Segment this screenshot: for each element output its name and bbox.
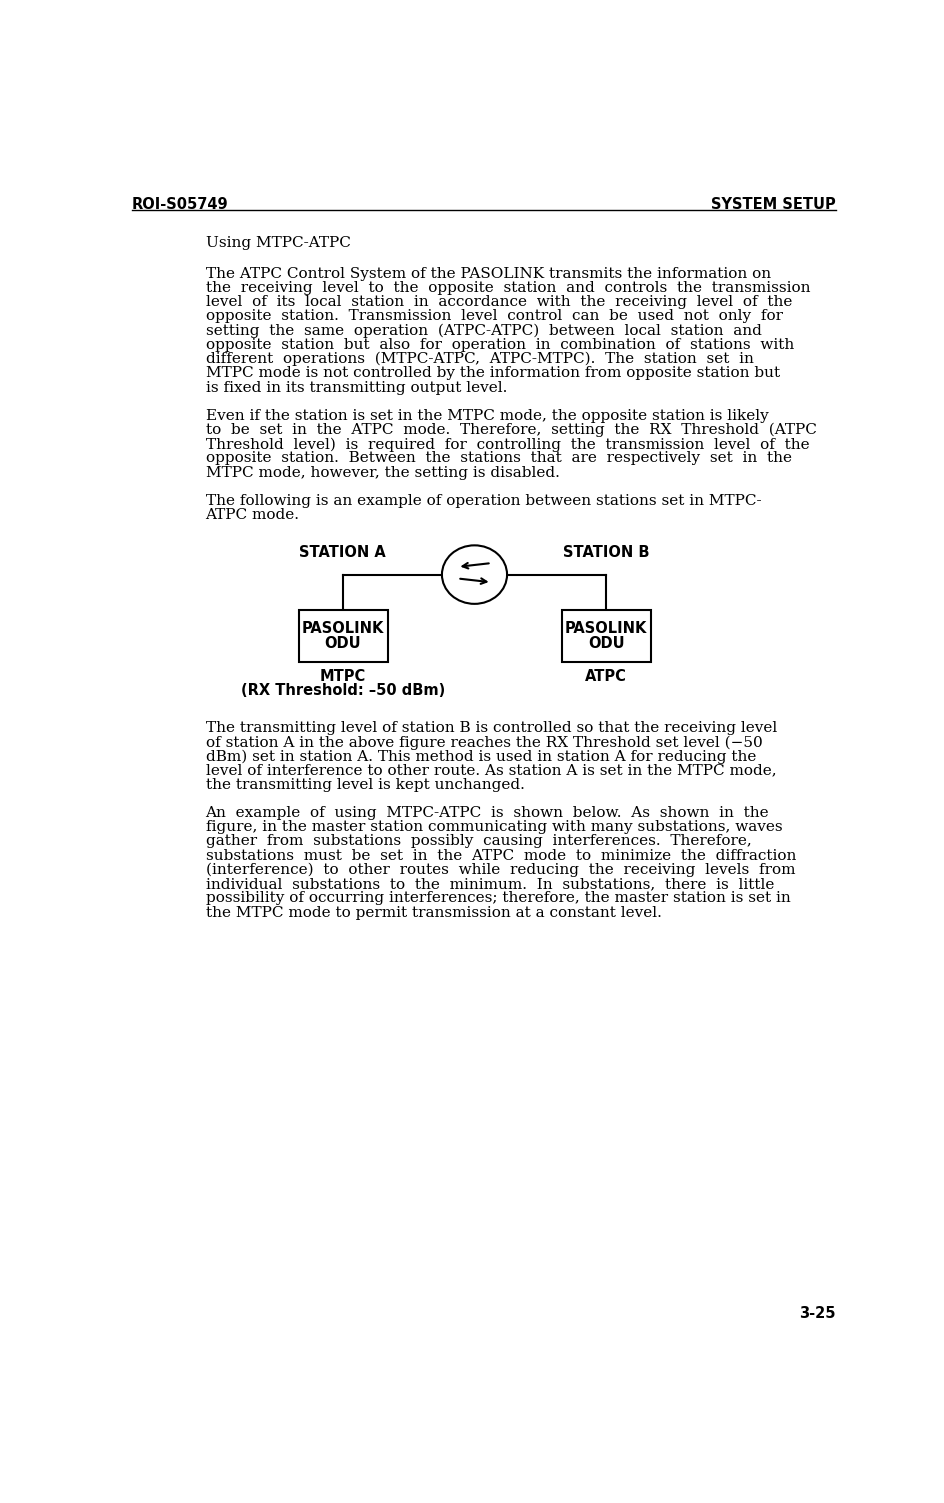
Text: the transmitting level is kept unchanged.: the transmitting level is kept unchanged…	[206, 779, 525, 792]
Text: different  operations  (MTPC-ATPC,  ATPC-MTPC).  The  station  set  in: different operations (MTPC-ATPC, ATPC-MT…	[206, 352, 753, 367]
Text: to  be  set  in  the  ATPC  mode.  Therefore,  setting  the  RX  Threshold  (ATP: to be set in the ATPC mode. Therefore, s…	[206, 422, 817, 437]
Text: setting  the  same  operation  (ATPC-ATPC)  between  local  station  and: setting the same operation (ATPC-ATPC) b…	[206, 323, 762, 338]
Text: ATPC mode.: ATPC mode.	[206, 508, 299, 522]
Text: SYSTEM SETUP: SYSTEM SETUP	[711, 197, 835, 212]
Text: MTPC: MTPC	[320, 669, 366, 684]
Text: ROI-S05749: ROI-S05749	[132, 197, 228, 212]
Text: The transmitting level of station B is controlled so that the receiving level: The transmitting level of station B is c…	[206, 721, 777, 735]
Text: opposite  station  but  also  for  operation  in  combination  of  stations  wit: opposite station but also for operation …	[206, 338, 794, 352]
Text: level of interference to other route. As station A is set in the MTPC mode,: level of interference to other route. As…	[206, 764, 776, 777]
Text: The following is an example of operation between stations set in MTPC-: The following is an example of operation…	[206, 494, 761, 508]
Text: MTPC mode is not controlled by the information from opposite station but: MTPC mode is not controlled by the infor…	[206, 367, 780, 380]
Text: Using MTPC-ATPC: Using MTPC-ATPC	[206, 236, 350, 249]
Text: opposite  station.  Transmission  level  control  can  be  used  not  only  for: opposite station. Transmission level con…	[206, 310, 783, 323]
Text: MTPC mode, however, the setting is disabled.: MTPC mode, however, the setting is disab…	[206, 466, 560, 479]
Text: PASOLINK: PASOLINK	[301, 621, 384, 636]
Text: substations  must  be  set  in  the  ATPC  mode  to  minimize  the  diffraction: substations must be set in the ATPC mode…	[206, 849, 796, 863]
Text: dBm) set in station A. This method is used in station A for reducing the: dBm) set in station A. This method is us…	[206, 750, 756, 764]
Text: An  example  of  using  MTPC-ATPC  is  shown  below.  As  shown  in  the: An example of using MTPC-ATPC is shown b…	[206, 806, 769, 821]
Ellipse shape	[442, 546, 507, 604]
Text: (RX Threshold: –50 dBm): (RX Threshold: –50 dBm)	[241, 684, 445, 699]
Text: gather  from  substations  possibly  causing  interferences.  Therefore,: gather from substations possibly causing…	[206, 834, 751, 849]
Text: The ATPC Control System of the PASOLINK transmits the information on: The ATPC Control System of the PASOLINK …	[206, 266, 770, 281]
Text: PASOLINK: PASOLINK	[565, 621, 648, 636]
Text: possibility of occurring interferences; therefore, the master station is set in: possibility of occurring interferences; …	[206, 891, 790, 905]
Text: individual  substations  to  the  minimum.  In  substations,  there  is  little: individual substations to the minimum. I…	[206, 878, 774, 891]
Text: STATION B: STATION B	[563, 546, 649, 561]
Text: ODU: ODU	[325, 636, 361, 651]
Bar	[562, 610, 651, 663]
Text: ATPC: ATPC	[585, 669, 627, 684]
Text: the MTPC mode to permit transmission at a constant level.: the MTPC mode to permit transmission at …	[206, 906, 662, 920]
Text: ODU: ODU	[588, 636, 625, 651]
Text: opposite  station.  Between  the  stations  that  are  respectively  set  in  th: opposite station. Between the stations t…	[206, 451, 792, 466]
Text: 3-25: 3-25	[800, 1306, 835, 1321]
Bar	[298, 610, 388, 663]
Text: Even if the station is set in the MTPC mode, the opposite station is likely: Even if the station is set in the MTPC m…	[206, 409, 768, 422]
Text: the  receiving  level  to  the  opposite  station  and  controls  the  transmiss: the receiving level to the opposite stat…	[206, 281, 810, 295]
Text: figure, in the master station communicating with many substations, waves: figure, in the master station communicat…	[206, 821, 783, 834]
Text: of station A in the above figure reaches the RX Threshold set level (−50: of station A in the above figure reaches…	[206, 735, 763, 750]
Text: is fixed in its transmitting output level.: is fixed in its transmitting output leve…	[206, 380, 507, 395]
Text: Threshold  level)  is  required  for  controlling  the  transmission  level  of : Threshold level) is required for control…	[206, 437, 809, 451]
Text: (interference)  to  other  routes  while  reducing  the  receiving  levels  from: (interference) to other routes while red…	[206, 863, 795, 878]
Text: level  of  its  local  station  in  accordance  with  the  receiving  level  of : level of its local station in accordance…	[206, 295, 792, 310]
Text: STATION A: STATION A	[299, 546, 386, 561]
